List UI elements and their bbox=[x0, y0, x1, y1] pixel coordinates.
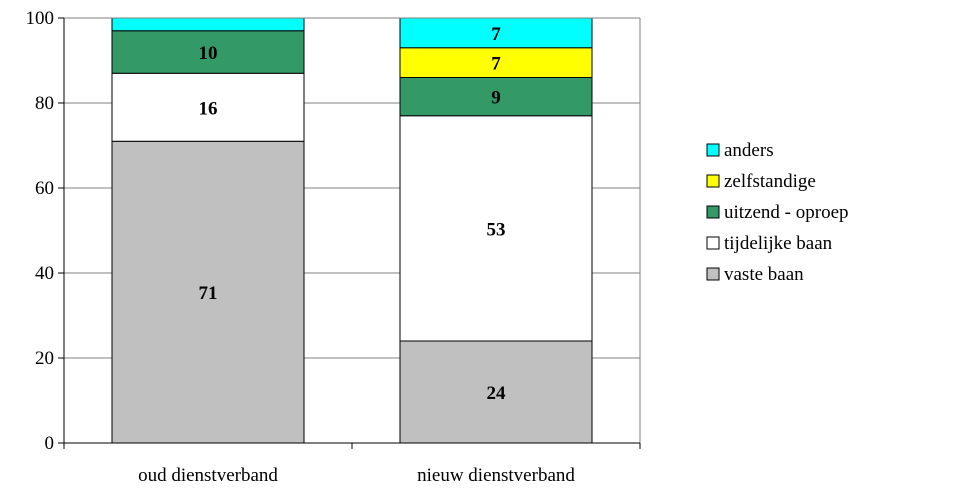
bars: 71 16 10 24 53 9 7 7 bbox=[111, 17, 593, 444]
legend-swatch bbox=[706, 236, 720, 250]
data-label: 53 bbox=[487, 219, 506, 240]
category-labels: oud dienstverband nieuw dienstverband bbox=[138, 465, 575, 486]
category-label: oud dienstverband bbox=[138, 465, 278, 486]
legend-entry: uitzend - oproep bbox=[724, 202, 849, 223]
bar-segment bbox=[399, 115, 593, 342]
legend: anders zelfstandige uitzend - oproep tijdel… bbox=[706, 140, 849, 285]
y-tick-label: 60 bbox=[35, 178, 54, 199]
category-label: nieuw dienstverband bbox=[417, 465, 575, 486]
data-label: 71 bbox=[199, 283, 218, 304]
axes bbox=[58, 17, 641, 449]
legend-swatch bbox=[706, 174, 720, 188]
y-tick-label: 0 bbox=[45, 433, 55, 454]
y-tick-label: 100 bbox=[26, 8, 55, 29]
legend-entry: anders bbox=[724, 140, 774, 161]
data-label: 7 bbox=[491, 54, 501, 75]
y-tick-label: 40 bbox=[35, 263, 54, 284]
bar-segment bbox=[399, 17, 593, 49]
y-tick-label: 20 bbox=[35, 348, 54, 369]
bar-segment bbox=[111, 140, 305, 444]
legend-swatch bbox=[706, 267, 720, 281]
data-label: 10 bbox=[199, 43, 218, 64]
bar-segment bbox=[399, 47, 593, 78]
data-label: 16 bbox=[199, 98, 218, 119]
y-tick-label: 80 bbox=[35, 93, 54, 114]
data-label: 24 bbox=[487, 383, 507, 404]
legend-entry: vaste baan bbox=[724, 264, 804, 285]
legend-entry: tijdelijke baan bbox=[724, 233, 833, 254]
bar-segment bbox=[111, 72, 305, 142]
legend-swatch bbox=[706, 205, 720, 219]
bar-segment bbox=[111, 17, 305, 32]
y-tick-labels: 0 20 40 60 80 100 bbox=[26, 8, 55, 454]
legend-entry: zelfstandige bbox=[724, 171, 816, 192]
legend-swatch bbox=[706, 143, 720, 157]
data-label: 9 bbox=[491, 88, 501, 109]
data-label: 7 bbox=[491, 24, 501, 45]
